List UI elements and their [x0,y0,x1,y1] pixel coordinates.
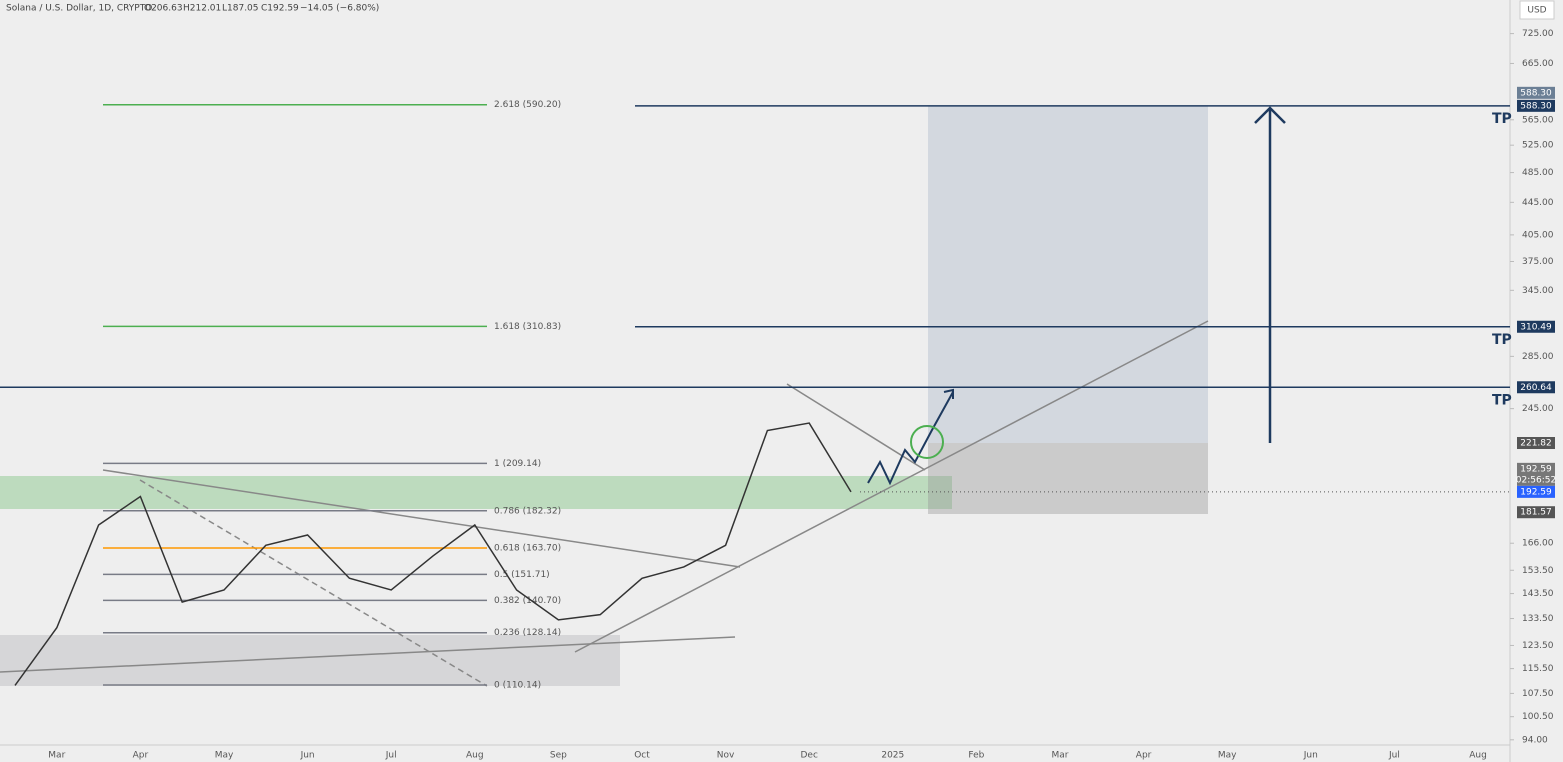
projection-arrow [867,388,954,486]
y-tick-label: 166.00 [1522,539,1554,549]
price-tag-label: 181.57 [1520,508,1552,518]
currency-box[interactable] [1519,0,1555,20]
target-zone [928,106,1208,443]
ohlc-close: C192.59 [261,4,299,14]
tp-label: TP [1492,111,1512,127]
price-tag [1517,320,1555,333]
fib-label: 0.5 (151.71) [494,570,550,580]
ohlc-change: −14.05 (−6.80%) [300,4,379,14]
x-tick-label: Dec [800,751,817,761]
currency: USD [1527,6,1546,16]
x-tick-label: May [215,751,234,761]
price-tag-label: 588.30 [1520,101,1552,111]
fib-label: 0.618 (163.70) [494,544,561,554]
x-tick-label: Jun [300,751,315,761]
fib-label: 0 (110.14) [494,681,541,691]
tp-label: TP [1492,392,1512,408]
price-tag-label: 588.30 [1520,88,1552,98]
countdown-box [1517,462,1555,486]
ohlc-high: H212.01 [183,4,221,14]
stop-zone [928,443,1208,514]
target-arrow [1254,106,1286,443]
y-tick-label: 133.50 [1522,614,1554,624]
demand-zone [0,476,952,509]
y-tick-label: 100.50 [1522,712,1554,722]
x-tick-label: Apr [133,751,149,761]
x-tick-label: Jul [385,751,397,761]
x-tick-label: Sep [550,751,567,761]
symbol-title: Solana / U.S. Dollar, 1D, CRYPTO [6,4,152,14]
y-tick-label: 107.50 [1522,689,1554,699]
countdown-price: 192.59 [1520,464,1552,474]
y-tick-label: 94.00 [1522,735,1548,745]
x-tick-label: Mar [1052,751,1069,761]
price-tag-label: 260.64 [1520,383,1552,393]
x-tick-label: Aug [466,751,484,761]
x-tick-label: Nov [717,751,735,761]
y-tick-label: 285.00 [1522,352,1554,362]
y-tick-label: 345.00 [1522,286,1554,296]
trend-lines [0,320,1209,687]
price-tag [1517,99,1555,112]
x-tick-label: Feb [968,751,984,761]
y-tick-label: 143.50 [1522,589,1554,599]
countdown: 02:56:52 [1516,475,1556,485]
fib-label: 0.236 (128.14) [494,628,561,638]
price-tag-label: 192.59 [1520,487,1552,497]
x-tick-label: Apr [1136,751,1152,761]
y-tick-label: 485.00 [1522,168,1554,178]
price-tag [1517,381,1555,394]
y-tick-label: 153.50 [1522,566,1554,576]
x-tick-label: Mar [48,751,65,761]
tp-label: TP [1492,332,1512,348]
y-tick-label: 725.00 [1522,29,1554,39]
price-tag-label: 310.49 [1520,322,1552,332]
fib-label: 1 (209.14) [494,459,541,469]
price-line [14,422,852,686]
fib-label: 0.382 (140.70) [494,596,561,606]
price-tag-label: 221.82 [1520,439,1552,449]
y-tick-label: 665.00 [1522,59,1554,69]
fib-label: 1.618 (310.83) [494,322,561,332]
ohlc-open: O206.63 [144,4,183,14]
ohlc-low: L187.05 [222,4,259,14]
fib-label: 2.618 (590.20) [494,100,561,110]
y-tick-label: 405.00 [1522,230,1554,240]
x-tick-label: Jul [1388,751,1400,761]
y-tick-label: 445.00 [1522,198,1554,208]
y-tick-label: 375.00 [1522,257,1554,267]
fib-label: 0.786 (182.32) [494,506,561,516]
price-tag [1517,86,1555,99]
y-tick-label: 115.50 [1522,664,1554,674]
support-zone [0,635,620,686]
x-tick-label: Oct [634,751,650,761]
header: Solana / U.S. Dollar, 1D, CRYPTO O206.63… [6,4,379,14]
y-tick-label: 565.00 [1522,115,1554,125]
x-tick-label: Jun [1303,751,1318,761]
x-tick-label: Aug [1469,751,1487,761]
price-tag [1517,506,1555,519]
price-tag [1517,437,1555,450]
y-tick-label: 245.00 [1522,404,1554,414]
y-tick-label: 525.00 [1522,141,1554,151]
price-tag [1517,485,1555,498]
x-tick-label: May [1218,751,1237,761]
x-tick-label: 2025 [881,751,904,761]
highlight-circle [910,425,944,459]
y-tick-label: 123.50 [1522,641,1554,651]
